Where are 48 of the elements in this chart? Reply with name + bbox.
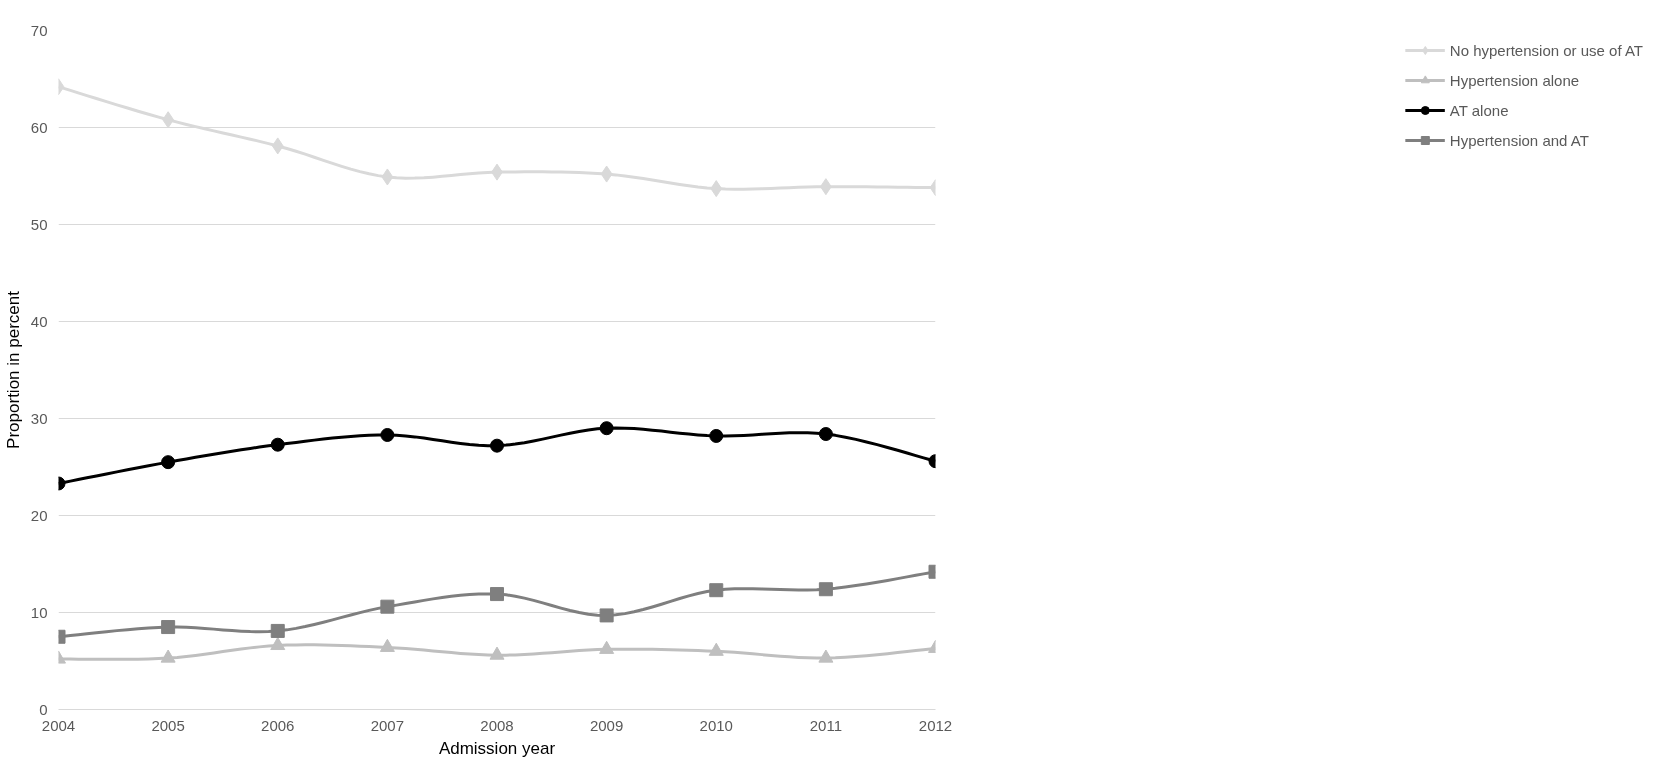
- legend-label: AT alone: [1449, 101, 1509, 119]
- point: [161, 455, 176, 470]
- point: [379, 638, 395, 652]
- point: [710, 180, 723, 198]
- point: [270, 437, 285, 452]
- point: [380, 599, 395, 614]
- point: [709, 428, 724, 443]
- point: [599, 640, 615, 654]
- x-tick-label: 2007: [370, 716, 405, 734]
- legend-label: Hypertension alone: [1449, 71, 1580, 89]
- y-tick-label: 10: [30, 603, 48, 621]
- y-axis-title: Proportion in percent: [3, 290, 23, 449]
- x-axis-title: Admission year: [438, 738, 556, 758]
- point: [380, 428, 395, 442]
- x-tick-label: 2011: [809, 716, 843, 734]
- point: [599, 608, 614, 623]
- y-tick-label: 40: [30, 312, 48, 330]
- point: [381, 168, 394, 186]
- point: [270, 623, 285, 638]
- point: [161, 620, 176, 635]
- x-tick-label: 2004: [41, 716, 76, 734]
- x-tick-label: 2010: [699, 716, 733, 734]
- y-tick-label: 60: [30, 118, 48, 136]
- legend-label: Hypertension and AT: [1449, 131, 1589, 149]
- point: [160, 649, 176, 663]
- x-tick-label: 2012: [918, 716, 953, 734]
- x-tick-label: 2009: [589, 716, 624, 734]
- x-tick-label: 2005: [151, 716, 185, 734]
- y-tick-label: 50: [30, 215, 48, 233]
- y-tick-label: 30: [30, 409, 48, 427]
- point: [490, 587, 504, 602]
- point: [490, 438, 504, 453]
- point: [600, 165, 613, 183]
- point: [818, 582, 833, 597]
- point: [818, 427, 833, 442]
- point: [818, 649, 834, 663]
- point: [709, 583, 724, 598]
- point: [489, 646, 505, 660]
- point: [271, 137, 284, 155]
- point: [270, 636, 286, 651]
- point: [708, 642, 724, 656]
- y-tick-label: 20: [30, 506, 48, 524]
- legend-label: No hypertension or use of AT: [1449, 41, 1643, 59]
- x-tick-label: 2008: [480, 716, 514, 734]
- y-tick-label: 0: [39, 700, 48, 718]
- point: [599, 421, 614, 436]
- y-tick-label: 70: [30, 21, 48, 39]
- x-tick-label: 2006: [261, 716, 295, 734]
